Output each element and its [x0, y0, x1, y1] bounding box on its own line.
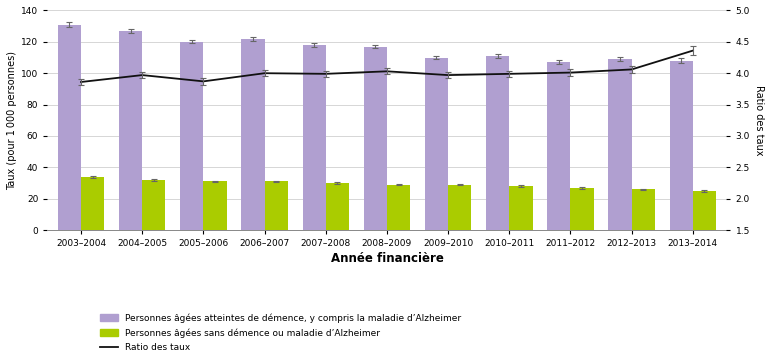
Bar [510, 186, 533, 230]
Bar [326, 183, 349, 230]
Bar [119, 31, 142, 230]
Y-axis label: Ratio des taux: Ratio des taux [754, 85, 764, 155]
Bar [387, 185, 410, 230]
Legend: Personnes âgées atteintes de démence, y compris la maladie d’Alzheimer, Personne: Personnes âgées atteintes de démence, y … [97, 311, 464, 355]
Bar [669, 61, 693, 230]
Bar [302, 45, 326, 230]
Bar [142, 180, 166, 230]
Bar [425, 57, 448, 230]
Bar [241, 39, 264, 230]
Bar [631, 189, 655, 230]
Bar [571, 188, 594, 230]
X-axis label: Année financière: Année financière [331, 252, 443, 265]
Bar [58, 25, 81, 230]
Bar [180, 42, 204, 230]
Bar [547, 62, 571, 230]
Bar [364, 46, 387, 230]
Bar [264, 182, 288, 230]
Bar [448, 185, 471, 230]
Bar [608, 59, 631, 230]
Bar [81, 177, 104, 230]
Bar [693, 191, 716, 230]
Bar [204, 182, 227, 230]
Y-axis label: Taux (pour 1 000 personnes): Taux (pour 1 000 personnes) [7, 51, 17, 190]
Bar [486, 56, 510, 230]
